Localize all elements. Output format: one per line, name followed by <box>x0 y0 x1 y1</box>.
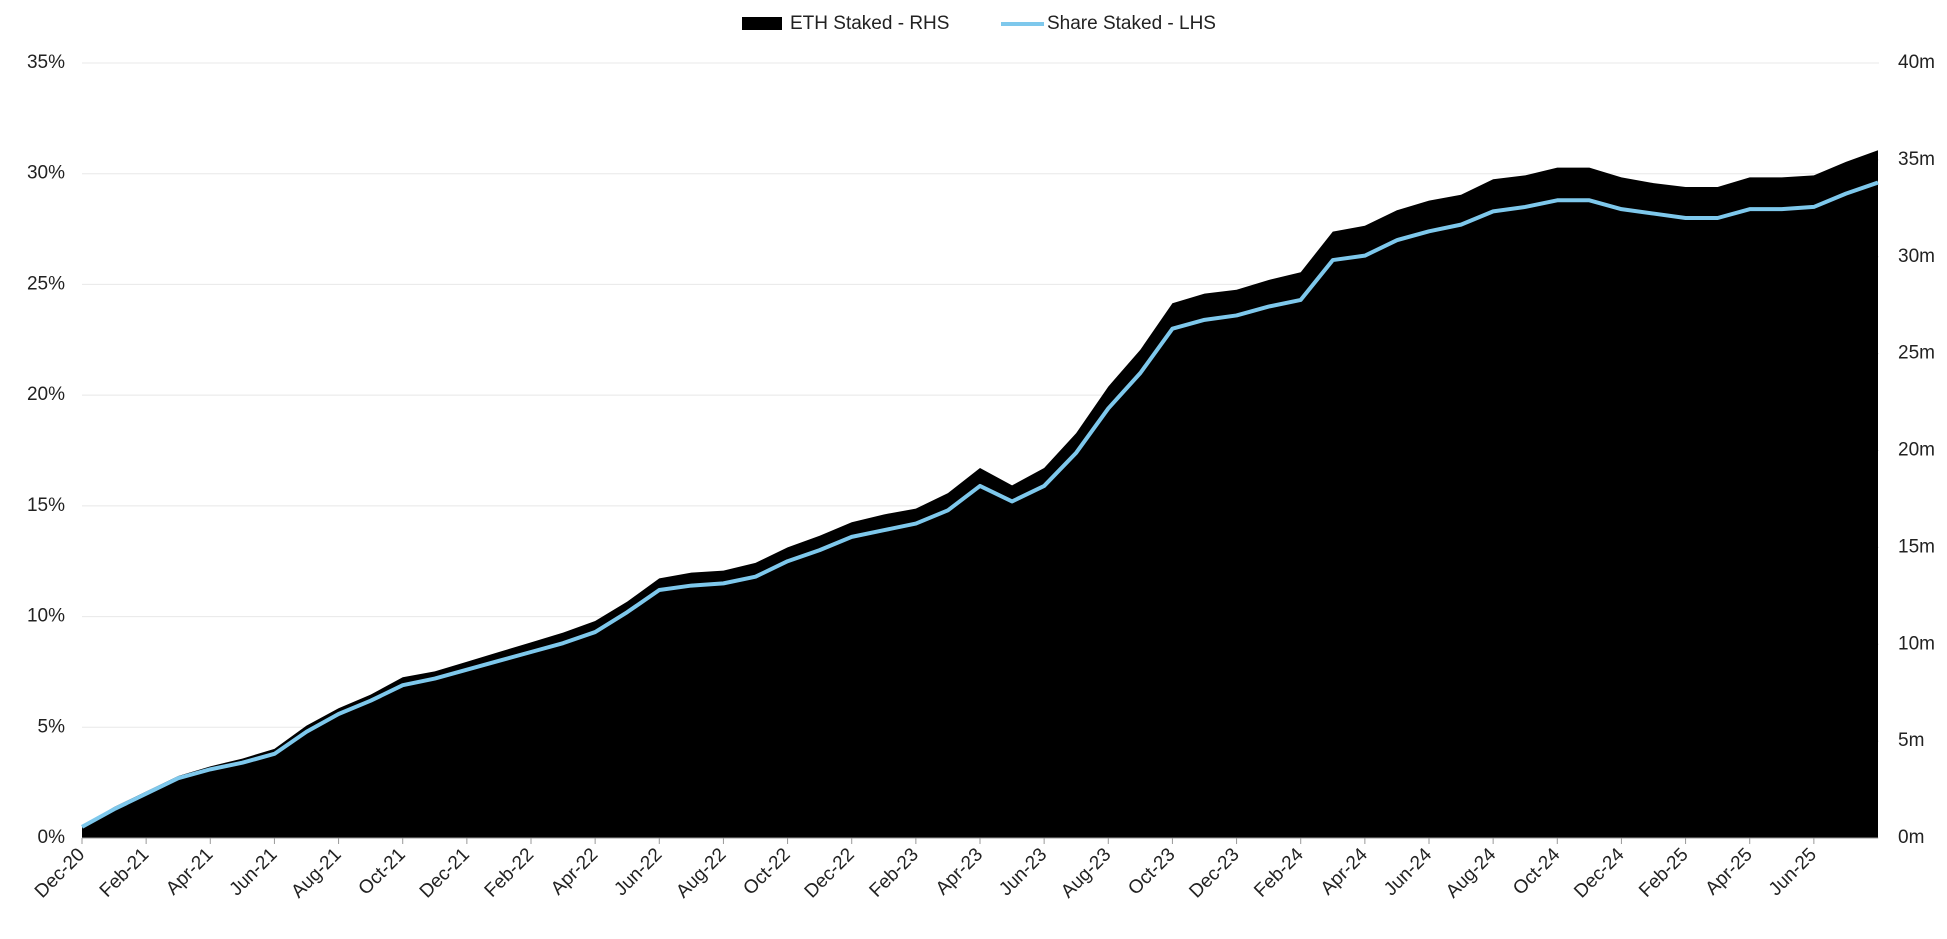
y-tick-label: 0% <box>38 827 66 848</box>
legend-label: Share Staked - LHS <box>1047 13 1216 34</box>
y-tick-label: 15% <box>27 495 65 516</box>
x-tick-label: Dec-20 <box>31 844 89 902</box>
x-tick-label: Feb-23 <box>866 844 923 901</box>
x-tick-label: Apr-23 <box>932 844 987 899</box>
x-tick-label: Apr-22 <box>547 844 602 899</box>
x-tick-label: Feb-21 <box>96 844 153 901</box>
x-tick-label: Feb-24 <box>1250 844 1308 902</box>
x-tick-label: Oct-21 <box>355 844 410 899</box>
y2-tick-label: 15m <box>1898 536 1935 557</box>
y-tick-label: 25% <box>27 273 65 294</box>
y2-tick-label: 20m <box>1898 440 1935 461</box>
legend-swatch <box>742 17 782 30</box>
x-tick-label: Jun-21 <box>226 844 282 900</box>
y2-tick-label: 5m <box>1898 730 1924 751</box>
y2-tick-label: 40m <box>1898 52 1935 73</box>
x-tick-label: Aug-24 <box>1442 844 1500 902</box>
area <box>82 150 1878 838</box>
x-tick-label: Oct-23 <box>1124 844 1179 899</box>
x-tick-label: Apr-25 <box>1702 844 1757 899</box>
x-tick-label: Feb-22 <box>481 844 538 901</box>
x-tick-label: Aug-21 <box>287 844 345 902</box>
y-tick-label: 35% <box>27 52 65 73</box>
x-tick-label: Oct-22 <box>739 844 794 899</box>
x-tick-label: Apr-21 <box>162 844 217 899</box>
legend-label: ETH Staked - RHS <box>790 13 949 34</box>
x-tick-label: Jun-22 <box>610 844 666 900</box>
y2-tick-label: 35m <box>1898 149 1935 170</box>
x-tick-label: Jun-24 <box>1380 844 1436 900</box>
y-tick-label: 5% <box>38 716 66 737</box>
x-tick-label: Jun-23 <box>995 844 1051 900</box>
x-tick-label: Oct-24 <box>1509 844 1564 899</box>
line <box>81 180 1879 829</box>
x-tick-label: Feb-25 <box>1635 844 1692 901</box>
x-tick-label: Aug-23 <box>1057 844 1115 902</box>
y-tick-label: 20% <box>27 384 65 405</box>
x-tick-label: Dec-23 <box>1185 844 1243 902</box>
y-tick-label: 10% <box>27 606 65 627</box>
x-tick-label: Dec-24 <box>1570 844 1628 902</box>
y2-tick-label: 0m <box>1898 827 1924 848</box>
x-tick-label: Dec-22 <box>801 844 859 902</box>
y2-tick-label: 30m <box>1898 246 1935 267</box>
y2-tick-label: 25m <box>1898 343 1935 364</box>
x-tick-label: Jun-25 <box>1765 844 1821 900</box>
x-tick-label: Apr-24 <box>1317 844 1372 899</box>
y-tick-label: 30% <box>27 163 65 184</box>
y2-tick-label: 10m <box>1898 633 1935 654</box>
x-tick-label: Aug-22 <box>672 844 730 902</box>
x-tick-label: Dec-21 <box>416 844 474 902</box>
